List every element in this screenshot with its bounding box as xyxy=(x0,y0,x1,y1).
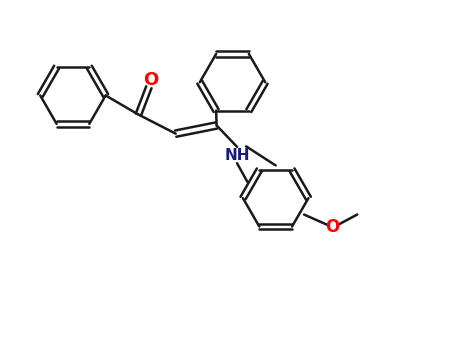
Text: O: O xyxy=(325,218,339,236)
Text: NH: NH xyxy=(224,147,250,162)
Text: O: O xyxy=(143,71,159,90)
